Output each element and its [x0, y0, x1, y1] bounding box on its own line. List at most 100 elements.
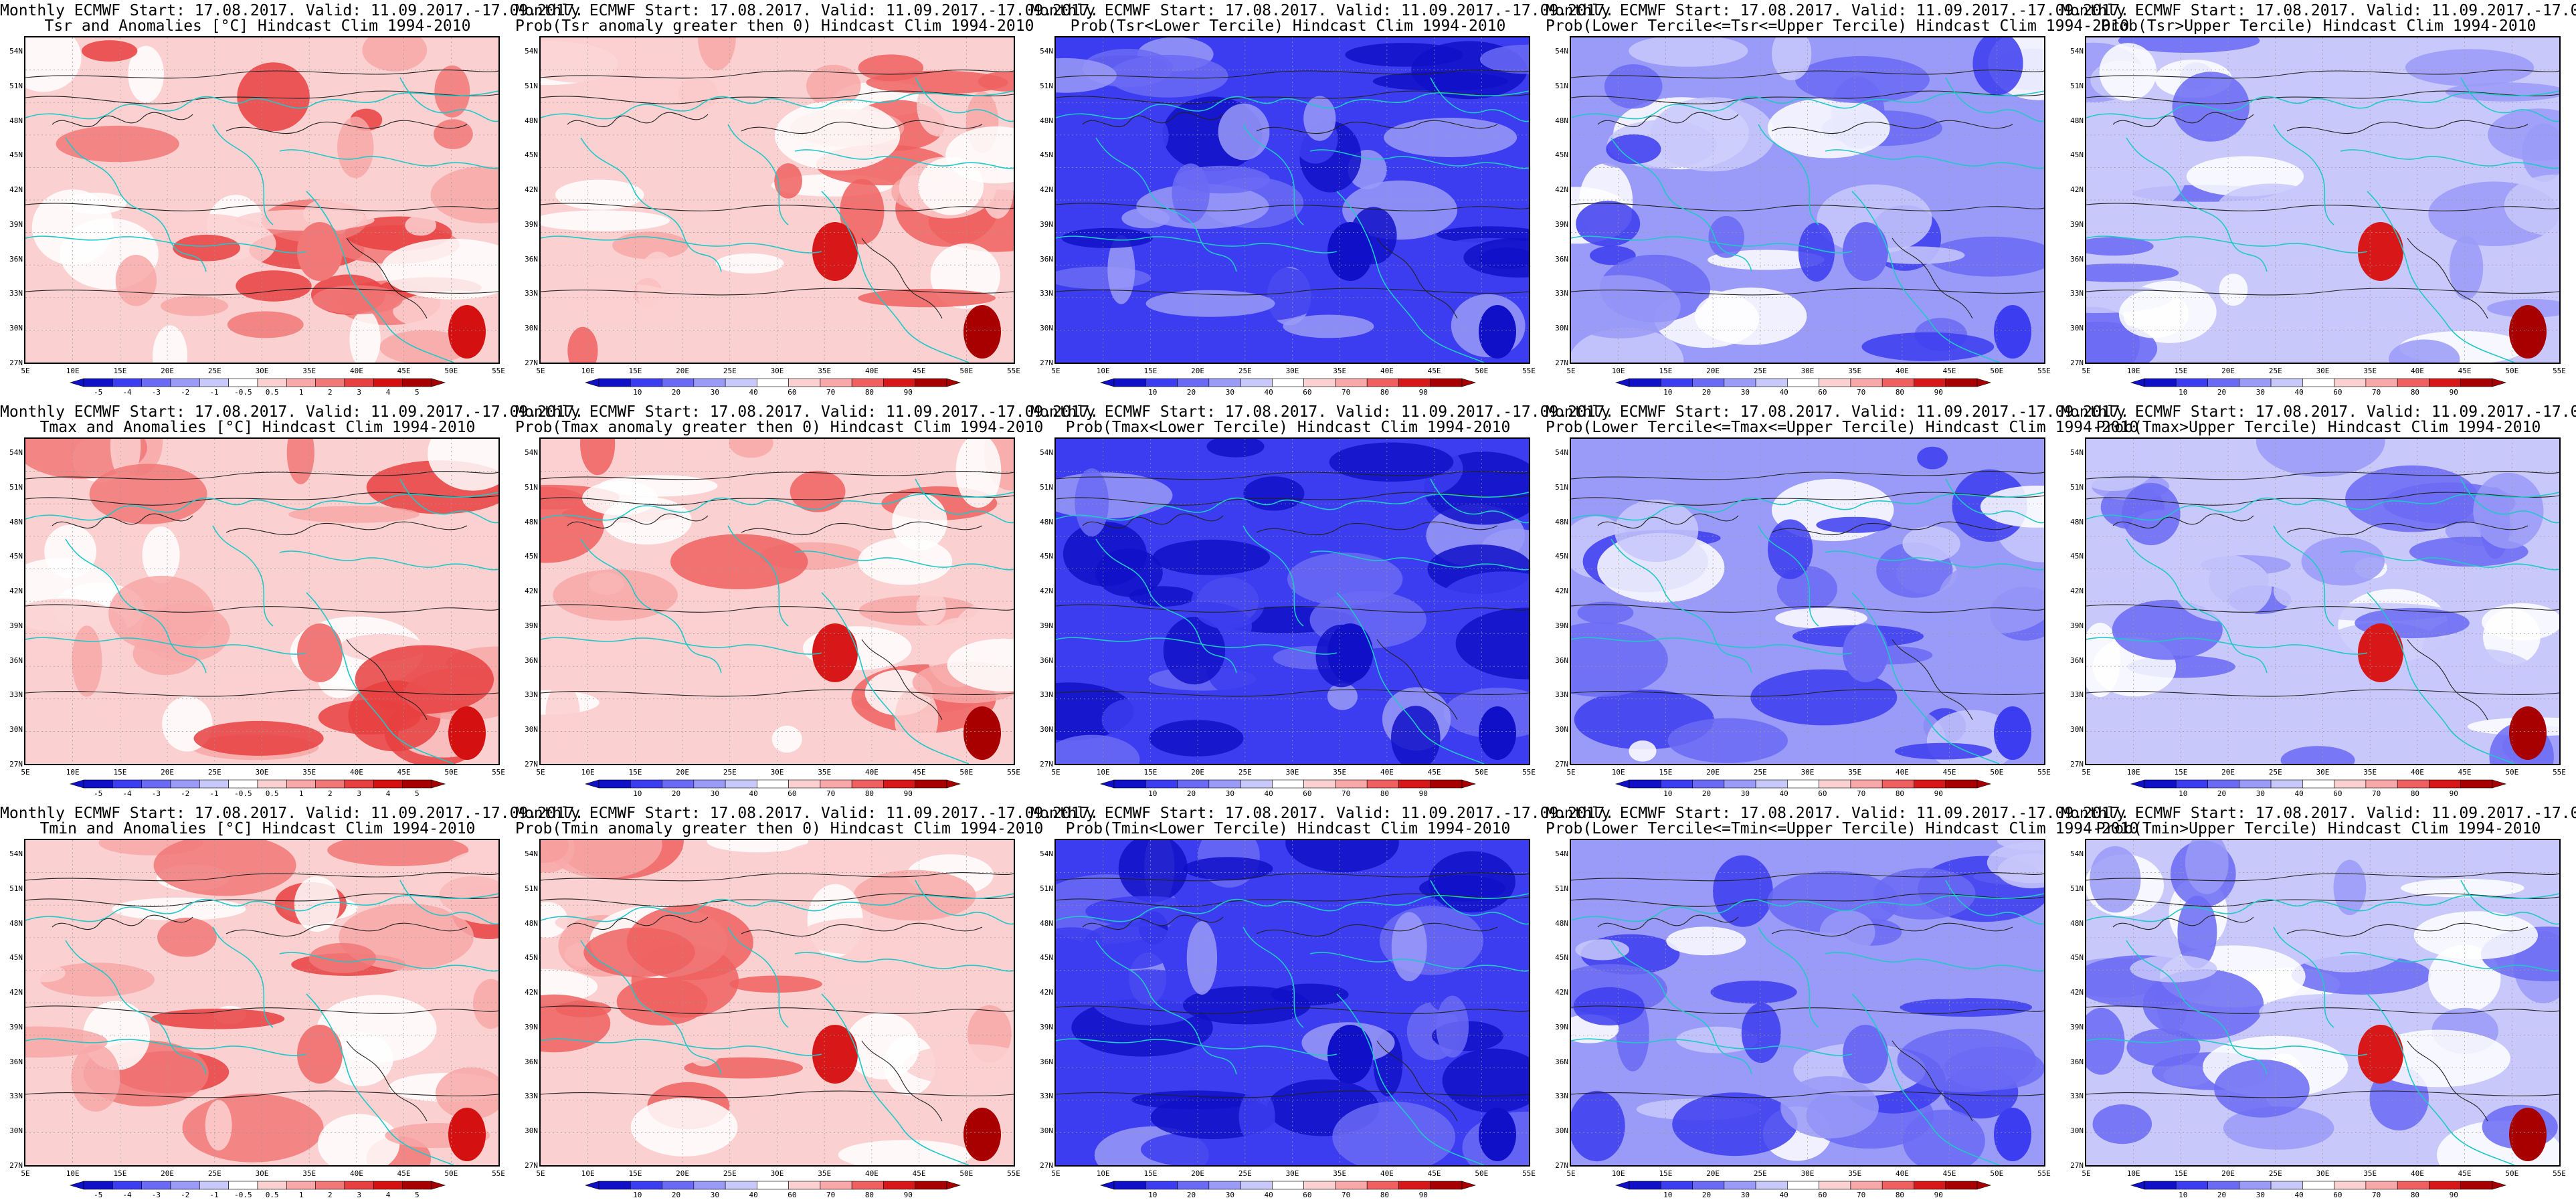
longitude-tick-label: 50E [1990, 367, 2004, 375]
latitude-tick-label: 27N [9, 1161, 23, 1170]
longitude-tick-label: 40E [864, 768, 879, 777]
latitude-tick-label: 48N [525, 517, 538, 526]
longitude-tick-label: 30E [255, 367, 269, 375]
colorbar-swatch [141, 1181, 171, 1190]
latitude-tick-label: 45N [9, 150, 23, 160]
colorbar-swatch [2397, 378, 2429, 387]
field-patch [780, 841, 883, 880]
latitude-tick-label: 54N [2070, 448, 2084, 457]
field-patch [729, 975, 822, 993]
colorbar-swatch [228, 779, 258, 789]
colorbar-swatch [1629, 378, 1661, 387]
climate-contour [541, 604, 1014, 613]
colorbar-swatch [2239, 378, 2272, 387]
colorbar-swatch [1303, 779, 1336, 789]
climate-contour [346, 1040, 428, 1122]
field-patch [25, 598, 127, 660]
field-patch [108, 575, 215, 651]
field-patch [2482, 603, 2559, 641]
longitude-tick-label: 25E [723, 1169, 737, 1178]
colorbar-swatch [2239, 1181, 2272, 1190]
field-extreme-patch [812, 623, 858, 682]
longitude-tick-label: 55E [2553, 1169, 2566, 1178]
colorbar-tick-label: 10 [2179, 789, 2188, 798]
colorbar-swatch [2365, 779, 2398, 789]
colorbar-swatch [2239, 779, 2272, 789]
climate-contour [1571, 492, 2044, 506]
coastline [1825, 149, 2044, 169]
longitude-tick-label: 20E [161, 367, 175, 375]
field-patch [1576, 201, 1641, 247]
latitude-tick-label: 51N [525, 81, 538, 90]
field-patch [379, 973, 492, 1004]
coastline [279, 149, 498, 169]
latitude-tick-label: 48N [525, 918, 538, 928]
colorbar-arrow-high [2492, 1181, 2507, 1190]
latitude-tick-label: 30N [2070, 324, 2084, 333]
field-patch [405, 215, 436, 236]
field-patch [2219, 274, 2248, 306]
field-patch [424, 513, 498, 555]
latitude-tick-label: 45N [1040, 552, 1053, 561]
latitude-tick-label: 39N [1040, 219, 1053, 229]
field-patch [1795, 56, 1930, 104]
longitude-tick-label: 30E [1801, 367, 1815, 375]
longitude-tick-label: 50E [959, 367, 974, 375]
colorbar-tick-label: 0.5 [265, 388, 279, 397]
longitude-tick-label: 40E [349, 1169, 363, 1178]
map-panel-tmax-anom: Monthly ECMWF Start: 17.08.2017. Valid: … [0, 401, 583, 803]
latitude-tick-label: 30N [525, 324, 538, 333]
colorbar-tick-label: 70 [1857, 388, 1866, 397]
field-patch [1589, 245, 1636, 266]
longitude-tick-label: 40E [2410, 768, 2424, 777]
colorbar-arrow-low [69, 378, 84, 387]
colorbar-tick-label: 40 [2294, 388, 2304, 397]
colorbar-tick-label: 30 [1225, 388, 1234, 397]
longitude-tick-label: 15E [628, 367, 642, 375]
longitude-tick-label: 25E [2268, 768, 2282, 777]
colorbar-tick-label: -2 [181, 789, 190, 798]
coastline [25, 893, 498, 922]
latitude-tick-label: 42N [525, 587, 538, 596]
field-patch [210, 675, 325, 701]
colorbar-tick-label: -4 [122, 388, 132, 397]
field-patch [1606, 134, 1661, 165]
colorbar-tick-label: 30 [710, 789, 719, 798]
latitude-tick-label: 54N [2070, 849, 2084, 858]
field-patch [428, 439, 498, 491]
latitude-tick-label: 27N [525, 760, 538, 769]
colorbar-swatch [820, 779, 852, 789]
latitude-tick-label: 42N [1040, 988, 1053, 997]
field-patch [1972, 37, 2023, 96]
colorbar-swatch [2175, 779, 2208, 789]
colorbar-swatch [693, 779, 726, 789]
colorbar-swatch [1914, 1181, 1946, 1190]
colorbar-tick-label: 60 [1818, 1191, 1827, 1199]
climate-contour [1082, 914, 1224, 930]
longitude-tick-label: 30E [1801, 1169, 1815, 1178]
field-patch [1988, 676, 2044, 700]
field-patch [1718, 587, 1770, 623]
colorbar-tick-label: 40 [1264, 789, 1273, 798]
colorbar-tick-label: -0.5 [234, 789, 252, 798]
colorbar-swatch [1366, 378, 1399, 387]
field-patch [2301, 536, 2385, 586]
latitude-tick-label: 33N [1040, 1092, 1053, 1101]
latitude-tick-label: 42N [525, 185, 538, 195]
colorbar-swatch [1145, 779, 1178, 789]
longitude-tick-label: 55E [2037, 367, 2051, 375]
field-patch [583, 927, 695, 977]
field-extreme-patch [1327, 222, 1373, 281]
longitude-tick-label: 50E [444, 1169, 458, 1178]
field-patch [1775, 607, 1867, 629]
coastline [2086, 90, 2559, 120]
coastline [1571, 235, 1853, 254]
longitude-tick-label: 45E [1942, 1169, 1956, 1178]
field-patch [774, 100, 901, 171]
climate-contour [567, 112, 709, 128]
field-patch [1345, 43, 1463, 67]
colorbar-swatch [2270, 1181, 2303, 1190]
longitude-tick-label: 45E [1942, 367, 1956, 375]
field-patch [1101, 698, 1162, 741]
coastline [2460, 880, 2559, 925]
